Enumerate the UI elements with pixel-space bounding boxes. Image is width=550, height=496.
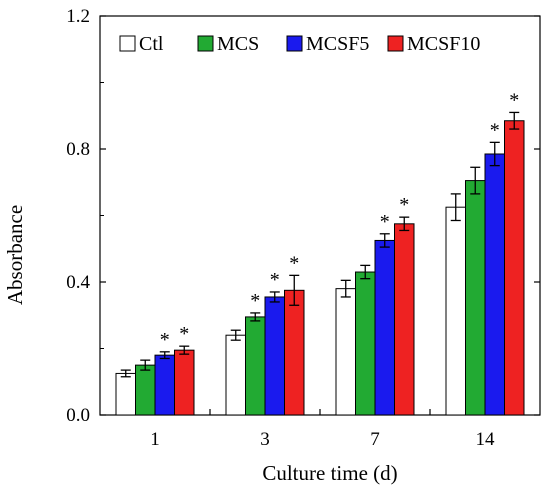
bar-mcsf5 <box>154 354 175 416</box>
bar-mcsf5 <box>374 239 395 416</box>
legend-swatch-mcsf10 <box>387 35 404 52</box>
significance-marker: * <box>250 290 260 312</box>
bar-mcsf10 <box>174 349 195 416</box>
legend-swatch-mcsf5 <box>286 35 303 52</box>
y-tick-label: 0.0 <box>66 405 90 426</box>
bar-ctl <box>335 288 356 416</box>
bar-ctl <box>225 334 246 416</box>
significance-marker: * <box>380 211 390 233</box>
bar-mcs <box>135 364 156 416</box>
legend-label: MCSF5 <box>306 33 369 55</box>
y-tick-label: 0.8 <box>66 139 90 160</box>
significance-marker: * <box>160 329 170 351</box>
x-tick-label: 3 <box>260 429 270 450</box>
x-tick-label: 1 <box>150 429 160 450</box>
significance-marker: * <box>490 119 500 141</box>
significance-marker: * <box>270 269 280 291</box>
y-tick-label: 1.2 <box>66 6 90 27</box>
significance-marker: * <box>289 252 299 274</box>
legend-label: MCS <box>217 33 259 55</box>
legend-label: Ctl <box>139 33 164 55</box>
bar-mcsf10 <box>394 223 415 416</box>
bar-ctl <box>445 206 466 416</box>
axes-layer: 0.0 0.4 0.8 1.2 1 3 7 14 <box>66 6 540 450</box>
significance-marker: * <box>179 323 189 345</box>
legend-label: MCSF10 <box>407 33 480 55</box>
x-axis-title: Culture time (d) <box>262 461 397 485</box>
significance-marker: * <box>399 194 409 216</box>
legend: Ctl MCS MCSF5 MCSF10 <box>119 33 480 55</box>
bar-mcs <box>245 316 266 416</box>
legend-swatch-mcs <box>197 35 214 52</box>
x-tick-label: 14 <box>476 429 496 450</box>
bar-mcsf10 <box>284 289 305 416</box>
x-tick-label: 7 <box>370 429 380 450</box>
bar-mcsf5 <box>484 153 505 416</box>
bar-mcs <box>355 271 376 416</box>
y-axis-title: Absorbance <box>3 205 27 305</box>
bar-mcs <box>465 180 486 416</box>
legend-swatch-ctl <box>119 35 136 52</box>
bars-layer: * * * * * * * * * <box>115 89 525 416</box>
bar-mcsf10 <box>504 120 525 416</box>
significance-marker: * <box>509 89 519 111</box>
bar-ctl <box>115 372 136 416</box>
bar-mcsf5 <box>264 296 285 416</box>
y-tick-label: 0.4 <box>66 272 90 293</box>
